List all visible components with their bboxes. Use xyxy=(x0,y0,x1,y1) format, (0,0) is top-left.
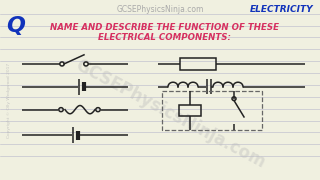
Text: Copyright © Olly Wedgwood 2017: Copyright © Olly Wedgwood 2017 xyxy=(7,63,11,138)
Text: Q: Q xyxy=(7,16,25,36)
Text: GCSEPhysicsNinja.com: GCSEPhysicsNinja.com xyxy=(116,4,204,14)
Text: ELECTRICAL COMPONENTS:: ELECTRICAL COMPONENTS: xyxy=(99,33,231,42)
Text: ELECTRICITY: ELECTRICITY xyxy=(249,4,313,14)
Bar xyxy=(162,91,262,130)
Bar xyxy=(179,105,201,116)
Text: GCSEPhysicsNinja.com: GCSEPhysicsNinja.com xyxy=(72,56,268,172)
Text: NAME AND DESCRIBE THE FUNCTION OF THESE: NAME AND DESCRIBE THE FUNCTION OF THESE xyxy=(51,23,279,32)
Bar xyxy=(180,58,216,70)
